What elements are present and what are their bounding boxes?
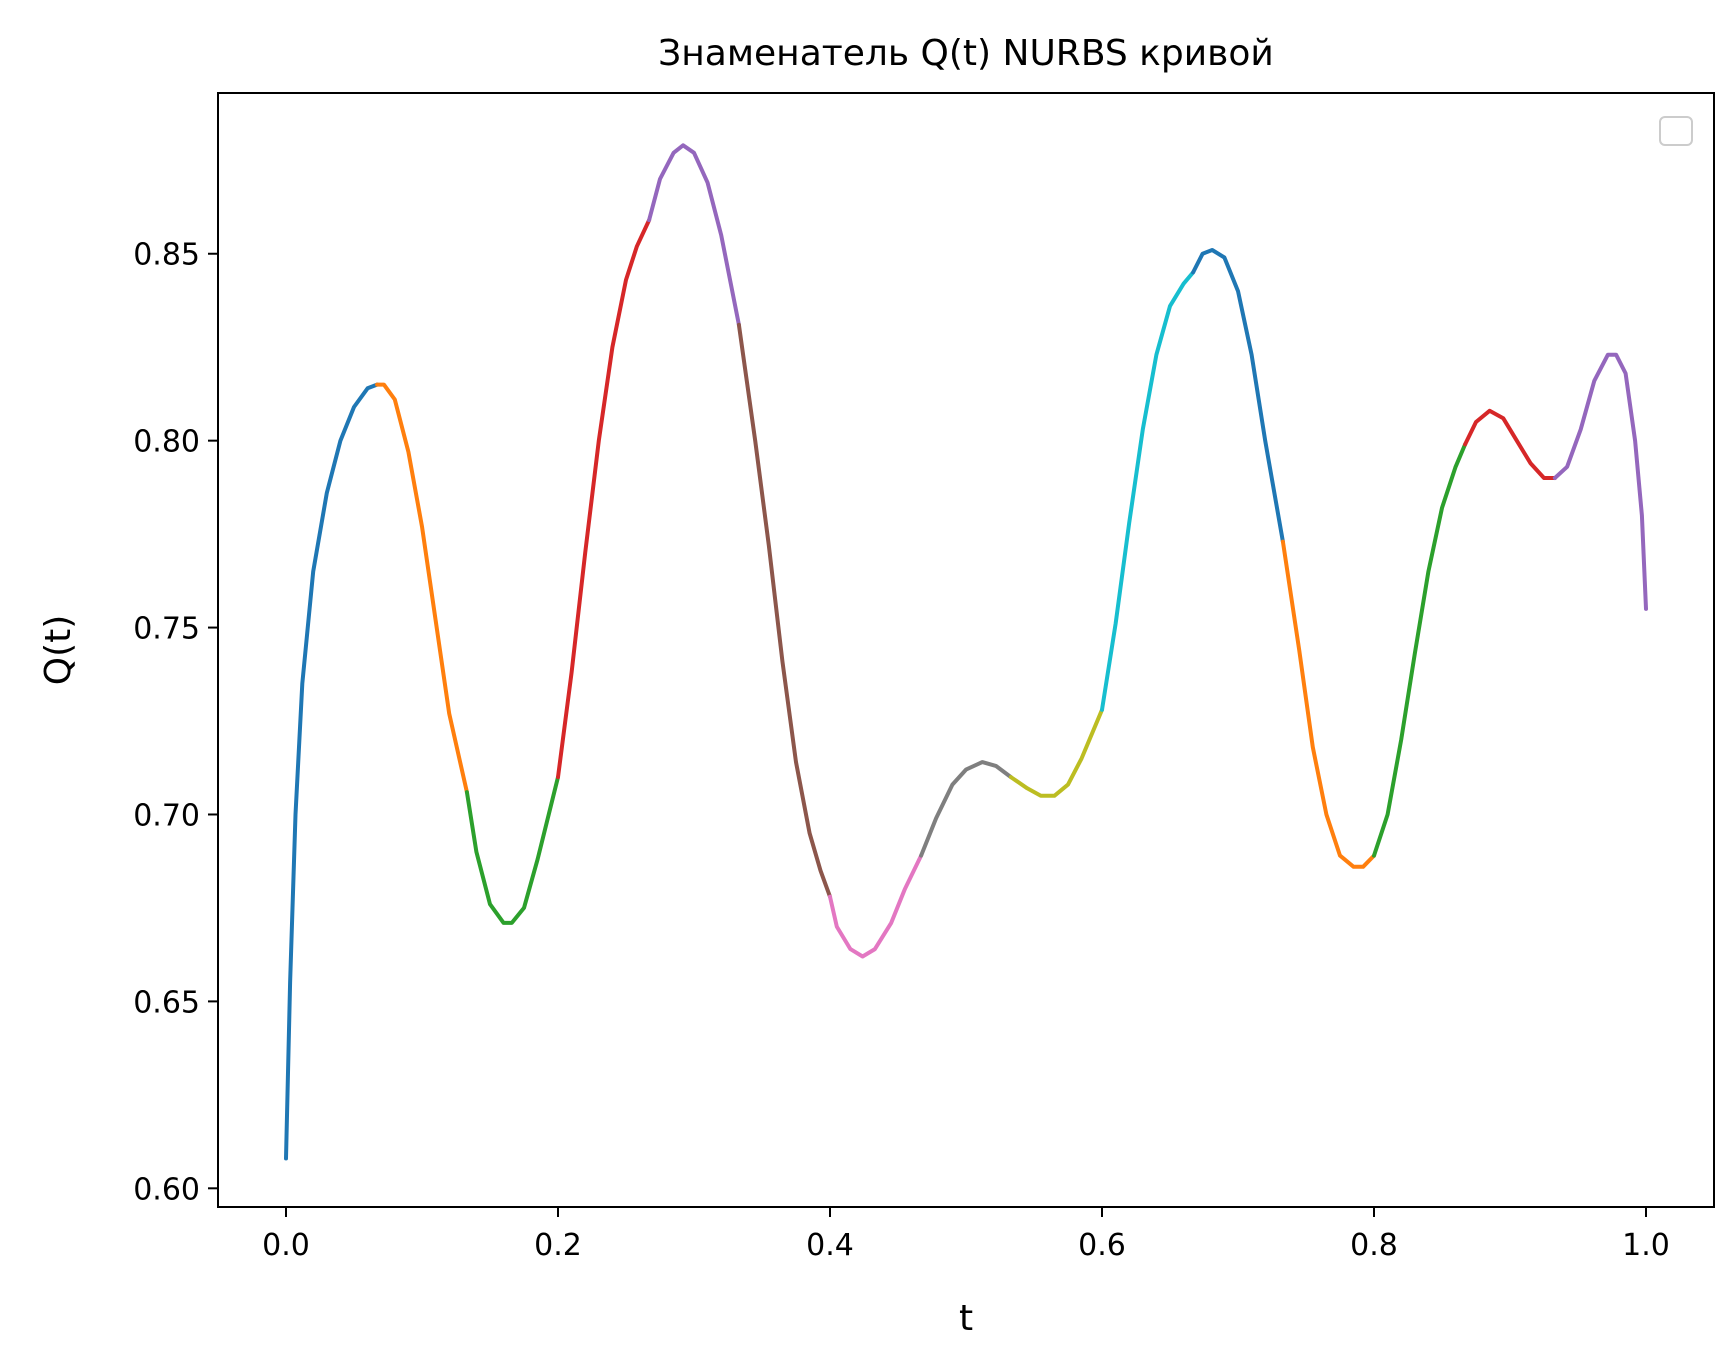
curve-segment-7 (828, 853, 924, 959)
curve-segment-2 (375, 382, 469, 795)
y-tick-label: 0.75 (133, 612, 200, 647)
x-axis: 0.0 0.2 0.4 0.6 0.8 1.0 (262, 1207, 1670, 1263)
x-tick-label: 0.8 (1350, 1228, 1398, 1263)
curve-segment-8 (919, 760, 1013, 858)
curve-segment-14 (1463, 408, 1557, 480)
x-tick-label: 0.6 (1078, 1228, 1126, 1263)
x-tick-label: 1.0 (1622, 1228, 1670, 1263)
curve-segment-15 (1552, 352, 1648, 611)
curve-segment-9 (1008, 707, 1104, 798)
plot-area (217, 92, 1715, 1208)
x-tick-label: 0.4 (806, 1228, 854, 1263)
curve-segment-4 (556, 218, 652, 780)
series-layer (284, 143, 1648, 1161)
curve-segment-11 (1191, 248, 1285, 544)
curve-segment-1 (284, 382, 380, 1161)
x-tick-label: 0.0 (262, 1228, 310, 1263)
plot-frame (217, 92, 1715, 1208)
curve-segment-10 (1100, 270, 1196, 712)
x-tick-label: 0.2 (534, 1228, 582, 1263)
curve-segment-12 (1280, 539, 1376, 869)
y-tick-label: 0.80 (133, 425, 200, 460)
legend-box (1659, 116, 1693, 146)
curve-segment-13 (1372, 442, 1468, 858)
plot-background (218, 93, 1714, 1207)
y-tick-label: 0.70 (133, 798, 200, 833)
curve-segment-3 (464, 775, 560, 925)
y-tick-label: 0.60 (133, 1172, 200, 1207)
y-axis: 0.60 0.65 0.70 0.75 0.80 0.85 (133, 238, 218, 1207)
x-axis-label: t (959, 1298, 973, 1339)
chart-title: Знаменатель Q(t) NURBS кривой (658, 33, 1274, 74)
y-tick-label: 0.65 (133, 985, 200, 1020)
y-tick-label: 0.85 (133, 238, 200, 273)
curve-segment-5 (647, 143, 741, 327)
curve-segment-6 (736, 322, 832, 899)
y-axis-label: Q(t) (38, 615, 79, 686)
